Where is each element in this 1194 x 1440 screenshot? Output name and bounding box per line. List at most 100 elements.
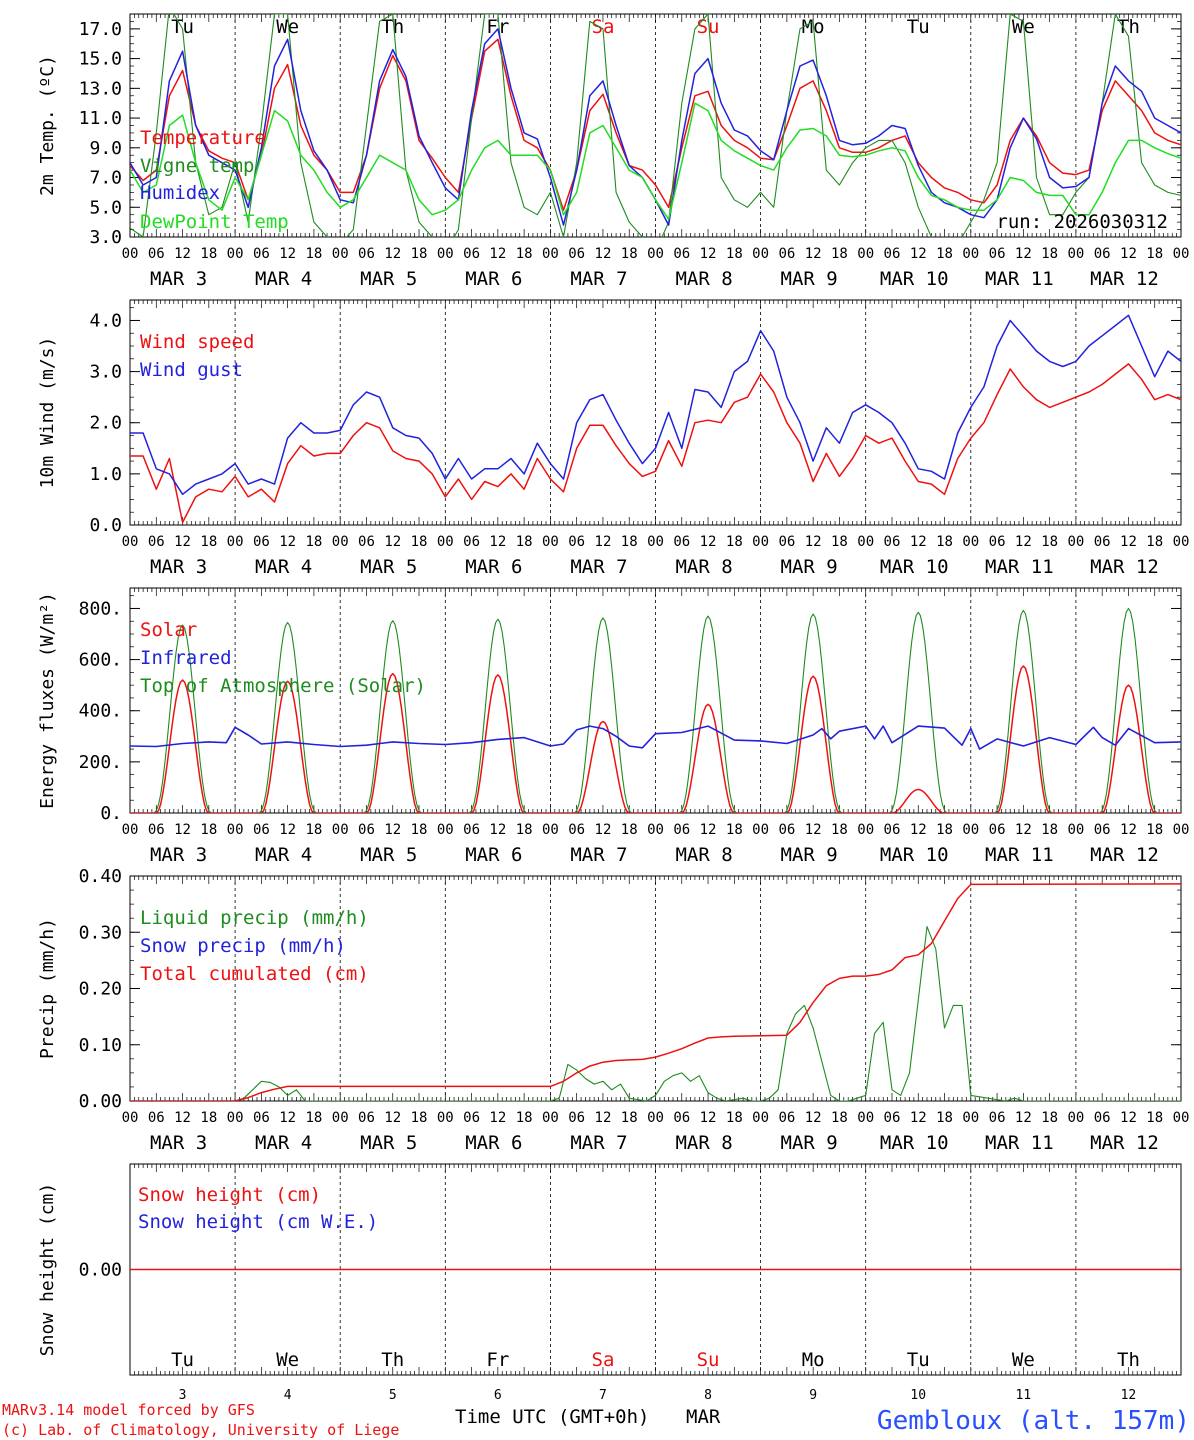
hour-tick-label: 00 (542, 822, 559, 838)
hour-tick-label: 00 (227, 1110, 244, 1126)
hour-tick-label: 06 (148, 822, 165, 838)
date-label: MAR 5 (360, 268, 417, 290)
hour-tick-label: 00 (122, 534, 139, 550)
hour-tick-label: 18 (831, 822, 848, 838)
date-label: MAR 10 (880, 268, 949, 290)
hour-tick-label: 12 (595, 534, 612, 550)
y-tick-label: 13.0 (79, 78, 122, 99)
date-number-label: 5 (389, 1388, 397, 1403)
hour-tick-label: 18 (936, 1110, 953, 1126)
weekday-label: We (276, 1349, 299, 1371)
location-label: Gembloux (alt. 157m) (877, 1406, 1190, 1436)
hour-tick-label: 06 (148, 534, 165, 550)
hour-tick-label: 06 (358, 534, 375, 550)
hour-tick-label: 00 (1173, 534, 1190, 550)
hour-tick-label: 06 (358, 246, 375, 262)
date-label: MAR 7 (570, 844, 627, 866)
y-tick-label: 11.0 (79, 108, 122, 129)
hour-tick-label: 12 (384, 246, 401, 262)
y-tick-label: 17.0 (79, 19, 122, 40)
hour-tick-label: 12 (910, 534, 927, 550)
weekday-label: Fr (486, 1349, 509, 1371)
panel-snow: 0.00 Snow height (cm) Tu We Th Fr Sa Su Mo Tu We Th… (37, 1163, 1182, 1403)
hour-tick-label: 00 (752, 534, 769, 550)
date-label: MAR 9 (781, 1132, 838, 1154)
x-axis-month: MAR (686, 1406, 721, 1428)
date-label: MAR 7 (570, 556, 627, 578)
hour-tick-label: 12 (595, 822, 612, 838)
y-axis-label: 2m Temp. (ºC) (37, 55, 58, 196)
legend-liquid-precip: Liquid precip (mm/h) (140, 907, 369, 929)
date-label: MAR 8 (675, 1132, 732, 1154)
model-credit: MARv3.14 model forced by GFS (2, 1401, 255, 1419)
y-tick-label: 4.0 (89, 310, 122, 331)
legend-toa: Top of Atmosphere (Solar) (140, 675, 426, 697)
y-tick-label: 0.10 (79, 1035, 122, 1056)
hour-tick-label: 18 (726, 822, 743, 838)
hour-tick-label: 18 (1041, 246, 1058, 262)
hour-tick-label: 00 (647, 534, 664, 550)
y-tick-label: 5.0 (89, 197, 122, 218)
date-label: MAR 4 (255, 1132, 312, 1154)
date-number-label: 8 (704, 1388, 712, 1403)
hour-tick-label: 18 (516, 822, 533, 838)
hour-tick-label: 12 (1015, 534, 1032, 550)
hour-tick-label: 18 (411, 1110, 428, 1126)
hour-tick-label: 06 (253, 534, 270, 550)
date-label: MAR 12 (1090, 268, 1159, 290)
hour-tick-label: 18 (200, 1110, 217, 1126)
hour-tick-label: 00 (1173, 822, 1190, 838)
y-tick-label: 3.0 (89, 227, 122, 248)
y-tick-label: 7.0 (89, 168, 122, 189)
hour-tick-label: 12 (1120, 534, 1137, 550)
hour-tick-label: 00 (962, 1110, 979, 1126)
hour-tick-label: 12 (1015, 1110, 1032, 1126)
hour-tick-label: 00 (227, 534, 244, 550)
hour-tick-label: 12 (489, 246, 506, 262)
hour-tick-label: 00 (1173, 246, 1190, 262)
y-tick-label: 800. (79, 598, 122, 619)
hour-tick-label: 18 (200, 822, 217, 838)
plot-frame (129, 13, 1182, 238)
weekday-label: Th (1117, 1349, 1140, 1371)
hour-tick-label: 18 (411, 534, 428, 550)
y-axis-label: 10m Wind (m/s) (37, 337, 58, 489)
date-label: MAR 10 (880, 1132, 949, 1154)
date-label: MAR 8 (675, 556, 732, 578)
hour-tick-label: 18 (726, 534, 743, 550)
legend-total-cumulated: Total cumulated (cm) (140, 963, 369, 985)
hour-tick-label: 00 (647, 1110, 664, 1126)
y-tick-label: 0.0 (89, 515, 122, 536)
date-label: MAR 6 (465, 556, 522, 578)
hour-tick-label: 06 (884, 534, 901, 550)
date-label: MAR 12 (1090, 1132, 1159, 1154)
hour-tick-label: 00 (647, 822, 664, 838)
hour-tick-label: 18 (621, 822, 638, 838)
hour-tick-label: 12 (1120, 246, 1137, 262)
hour-tick-label: 00 (437, 1110, 454, 1126)
hour-tick-label: 12 (1120, 1110, 1137, 1126)
hour-tick-label: 06 (148, 246, 165, 262)
series-total-cumulated-cm- (130, 883, 1181, 1101)
y-tick-label: 0. (100, 803, 122, 824)
hour-tick-label: 06 (989, 246, 1006, 262)
legend-infrared: Infrared (140, 647, 232, 669)
hour-tick-label: 06 (884, 822, 901, 838)
date-number-label: 4 (284, 1388, 292, 1403)
lab-credit: (c) Lab. of Climatology, University of L… (2, 1421, 399, 1439)
hour-tick-label: 12 (489, 822, 506, 838)
hour-tick-label: 00 (857, 246, 874, 262)
hour-tick-label: 00 (1067, 822, 1084, 838)
hour-tick-label: 12 (700, 246, 717, 262)
hour-tick-label: 12 (805, 1110, 822, 1126)
y-tick-label: 9.0 (89, 138, 122, 159)
hour-tick-label: 06 (568, 822, 585, 838)
weekday-label: Th (381, 16, 404, 38)
weekday-label: Tu (907, 1349, 930, 1371)
date-label: MAR 9 (781, 844, 838, 866)
hour-tick-label: 06 (778, 534, 795, 550)
hour-tick-label: 18 (516, 534, 533, 550)
hour-tick-label: 06 (989, 534, 1006, 550)
y-tick-label: 0.20 (79, 979, 122, 1000)
hour-tick-label: 12 (910, 1110, 927, 1126)
